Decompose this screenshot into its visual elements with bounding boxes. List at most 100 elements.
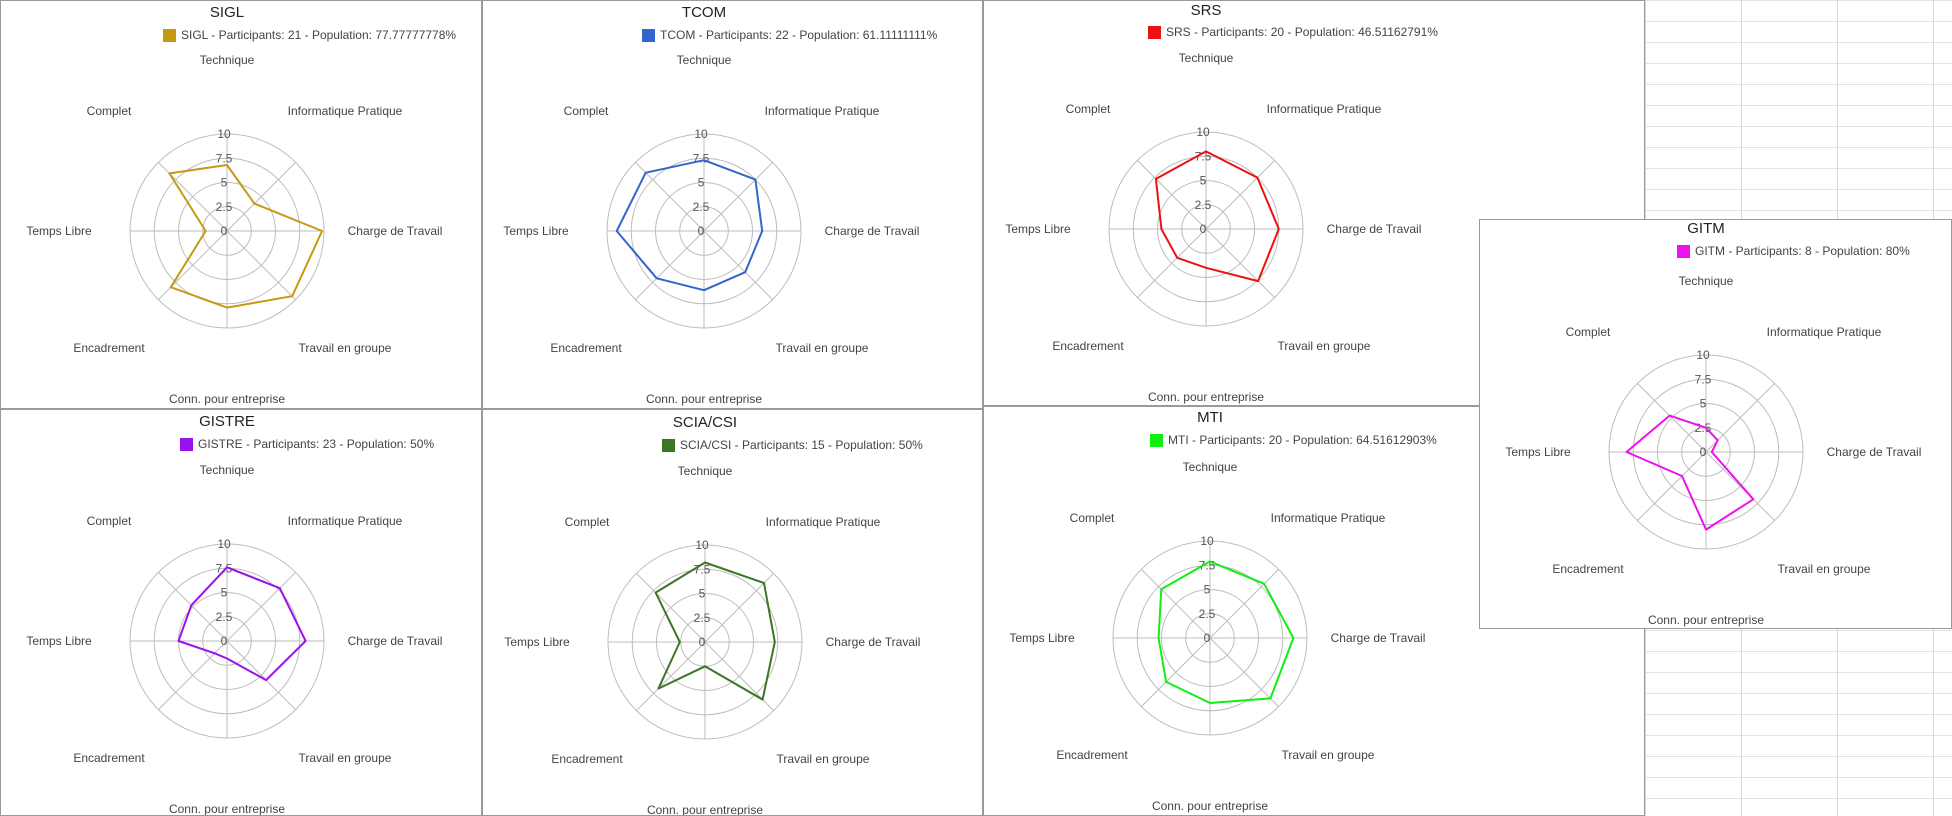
- tick-label: 2.5: [1195, 198, 1212, 212]
- axis-spoke: [158, 572, 228, 642]
- chart-panel-srs[interactable]: SRS SRS - Participants: 20 - Population: …: [983, 0, 1645, 406]
- radar-chart-gistre: GISTRE GISTRE - Participants: 23 - Popula…: [26, 413, 443, 815]
- axis-spoke: [158, 230, 228, 300]
- axis-spoke: [226, 230, 296, 300]
- axis-label-informatique-pratique: Informatique Pratique: [1267, 102, 1382, 116]
- radar-chart-gitm: GITM GITM - Participants: 8 - Population:…: [1505, 220, 1922, 627]
- series-line-tcom: [615, 159, 764, 292]
- axis-label-complet: Complet: [564, 104, 609, 118]
- tick-label: 0: [698, 224, 705, 238]
- axis-spoke: [1209, 569, 1279, 639]
- tick-label: 5: [221, 586, 228, 600]
- chart-title: MTI: [1197, 409, 1223, 426]
- axis-spoke: [226, 572, 296, 642]
- axis-spoke: [703, 230, 773, 300]
- axis-label-temps-libre: Temps Libre: [26, 634, 92, 648]
- radar-chart-scia-csi: SCIA/CSI SCIA/CSI - Participants: 15 - Po…: [504, 414, 923, 815]
- tick-label: 7.5: [1695, 372, 1712, 386]
- axis-spoke: [1137, 228, 1207, 298]
- chart-title: GITM: [1687, 220, 1725, 237]
- tick-label: 5: [699, 587, 706, 601]
- axis-spoke: [703, 162, 773, 232]
- chart-panel-tcom[interactable]: TCOM TCOM - Participants: 22 - Population…: [482, 0, 983, 409]
- series-line-sigl: [168, 164, 324, 309]
- axis-spoke: [1637, 451, 1707, 521]
- legend-swatch: [1677, 245, 1690, 258]
- axis-label-informatique-pratique: Informatique Pratique: [288, 104, 403, 118]
- tick-label: 2.5: [216, 200, 233, 214]
- legend-swatch: [180, 438, 193, 451]
- chart-title: SRS: [1191, 2, 1222, 19]
- axis-label-informatique-pratique: Informatique Pratique: [1271, 511, 1386, 525]
- axis-label-charge-de-travail: Charge de Travail: [1327, 222, 1422, 236]
- tick-label: 2.5: [1199, 607, 1216, 621]
- axis-label-travail-en-groupe: Travail en groupe: [1278, 339, 1371, 353]
- axis-label-technique: Technique: [1179, 51, 1234, 65]
- axis-spoke: [226, 162, 296, 232]
- axis-label-encadrement: Encadrement: [1056, 748, 1128, 762]
- axis-label-conn-pour-entreprise: Conn. pour entreprise: [169, 392, 285, 406]
- tick-label: 7.5: [216, 561, 233, 575]
- axis-label-technique: Technique: [677, 53, 732, 67]
- axis-label-encadrement: Encadrement: [1052, 339, 1124, 353]
- axis-label-travail-en-groupe: Travail en groupe: [777, 752, 870, 766]
- legend-label: TCOM - Participants: 22 - Population: 61…: [660, 28, 938, 42]
- axis-label-complet: Complet: [565, 515, 610, 529]
- series-line-srs: [1154, 150, 1280, 283]
- axis-spoke: [636, 641, 706, 711]
- axis-label-encadrement: Encadrement: [73, 341, 145, 355]
- legend-label: SCIA/CSI - Participants: 15 - Population…: [680, 438, 923, 452]
- chart-panel-gistre[interactable]: GISTRE GISTRE - Participants: 23 - Popula…: [0, 409, 482, 816]
- axis-label-charge-de-travail: Charge de Travail: [1827, 445, 1922, 459]
- axis-label-travail-en-groupe: Travail en groupe: [1282, 748, 1375, 762]
- axis-label-complet: Complet: [1070, 511, 1115, 525]
- tick-label: 7.5: [1199, 558, 1216, 572]
- axis-label-technique: Technique: [678, 464, 733, 478]
- series-line-mti: [1157, 560, 1295, 704]
- axis-label-charge-de-travail: Charge de Travail: [825, 224, 920, 238]
- legend-label: GISTRE - Participants: 23 - Population: …: [198, 437, 434, 451]
- tick-label: 10: [1196, 125, 1210, 139]
- chart-title: GISTRE: [199, 413, 255, 430]
- tick-label: 0: [1700, 445, 1707, 459]
- tick-label: 10: [1200, 534, 1214, 548]
- axis-label-travail-en-groupe: Travail en groupe: [1778, 562, 1871, 576]
- legend-label: SRS - Participants: 20 - Population: 46.…: [1166, 25, 1438, 39]
- axis-spoke: [704, 573, 774, 643]
- axis-label-charge-de-travail: Charge de Travail: [348, 634, 443, 648]
- radar-chart-sigl: SIGL SIGL - Participants: 21 - Population…: [26, 4, 456, 406]
- axis-label-informatique-pratique: Informatique Pratique: [766, 515, 881, 529]
- chart-panel-gitm[interactable]: GITM GITM - Participants: 8 - Population:…: [1479, 219, 1952, 629]
- tick-label: 2.5: [216, 610, 233, 624]
- legend-label: SIGL - Participants: 21 - Population: 77…: [181, 28, 456, 42]
- axis-label-conn-pour-entreprise: Conn. pour entreprise: [1148, 390, 1264, 404]
- tick-label: 5: [1204, 583, 1211, 597]
- tick-label: 5: [221, 176, 228, 190]
- tick-label: 10: [217, 127, 231, 141]
- tick-label: 7.5: [693, 151, 710, 165]
- axis-spoke: [636, 573, 706, 643]
- axis-spoke: [635, 162, 705, 232]
- axis-label-technique: Technique: [200, 53, 255, 67]
- axis-label-travail-en-groupe: Travail en groupe: [776, 341, 869, 355]
- tick-label: 5: [1700, 397, 1707, 411]
- axis-label-conn-pour-entreprise: Conn. pour entreprise: [1648, 613, 1764, 627]
- radar-chart-mti: MTI MTI - Participants: 20 - Population: …: [1009, 409, 1437, 813]
- radar-chart-tcom: TCOM TCOM - Participants: 22 - Population…: [503, 4, 938, 406]
- axis-spoke: [1209, 637, 1279, 707]
- axis-spoke: [1205, 228, 1275, 298]
- tick-label: 0: [221, 634, 228, 648]
- chart-panel-sigl[interactable]: SIGL SIGL - Participants: 21 - Population…: [0, 0, 482, 409]
- axis-spoke: [635, 230, 705, 300]
- axis-label-encadrement: Encadrement: [73, 751, 145, 765]
- radar-chart-srs: SRS SRS - Participants: 20 - Population: …: [1005, 2, 1438, 404]
- tick-label: 10: [695, 538, 709, 552]
- tick-label: 0: [1204, 631, 1211, 645]
- chart-panel-scia-csi[interactable]: SCIA/CSI SCIA/CSI - Participants: 15 - Po…: [482, 409, 983, 816]
- tick-label: 2.5: [693, 200, 710, 214]
- tick-label: 2.5: [694, 611, 711, 625]
- axis-label-encadrement: Encadrement: [551, 752, 623, 766]
- axis-label-travail-en-groupe: Travail en groupe: [299, 751, 392, 765]
- axis-label-complet: Complet: [1066, 102, 1111, 116]
- legend-swatch: [642, 29, 655, 42]
